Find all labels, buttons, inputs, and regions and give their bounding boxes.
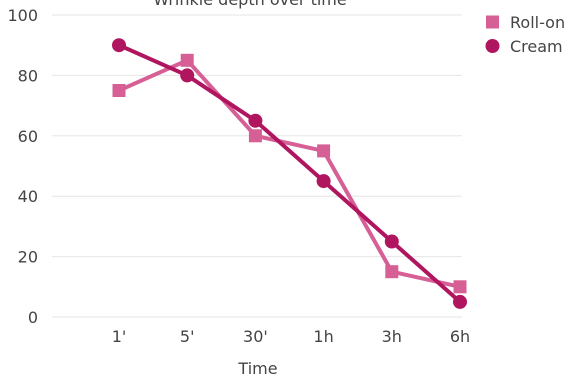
y-tick-label: 0 (28, 308, 38, 327)
x-axis-ticks: 1' 5' 30' 1h 3h 6h (112, 327, 470, 346)
data-point (385, 265, 399, 279)
y-axis-ticks: 0 20 40 60 80 100 (7, 6, 38, 327)
x-tick-label: 5' (180, 327, 195, 346)
x-tick-label: 6h (450, 327, 470, 346)
y-tick-label: 20 (18, 248, 38, 267)
data-point (453, 294, 467, 309)
x-axis-title: Time (237, 359, 277, 378)
legend-item: Roll-on (486, 13, 565, 32)
series-line (118, 43, 462, 304)
legend-label: Roll-on (510, 13, 565, 32)
series-line (118, 58, 461, 289)
data-point (248, 113, 263, 128)
legend-item: Cream (485, 37, 563, 56)
legend-label: Cream (510, 37, 563, 56)
legend-swatch (485, 39, 500, 53)
data-point (384, 234, 399, 249)
x-tick-label: 30' (243, 327, 268, 346)
x-tick-label: 1' (112, 327, 127, 346)
y-tick-label: 60 (18, 127, 38, 146)
legend-swatch (486, 15, 499, 29)
data-point (112, 84, 126, 97)
data-point (180, 53, 194, 67)
legend: Roll-on Cream (485, 13, 565, 56)
series-roll-on (112, 53, 467, 294)
chart-title: Wrinkle depth over time (153, 0, 346, 9)
data-point (317, 144, 331, 158)
data-point (453, 280, 467, 294)
data-point (248, 129, 262, 143)
data-point (180, 68, 195, 83)
x-tick-label: 1h (313, 327, 333, 346)
data-point (316, 174, 331, 189)
y-tick-label: 40 (18, 187, 38, 206)
y-tick-label: 100 (7, 6, 38, 25)
grid (52, 14, 462, 318)
series-layer (112, 38, 467, 309)
x-tick-label: 3h (382, 327, 402, 346)
series-cream (112, 38, 467, 309)
y-tick-label: 80 (18, 66, 38, 85)
data-point (112, 38, 126, 53)
